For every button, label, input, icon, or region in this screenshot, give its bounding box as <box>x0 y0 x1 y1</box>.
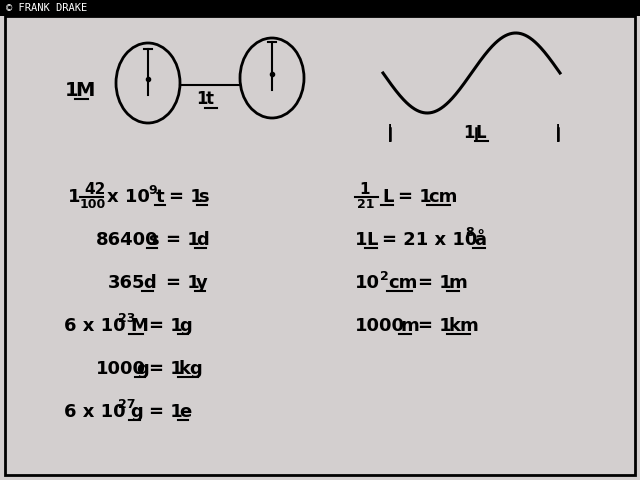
Text: 1: 1 <box>65 81 79 99</box>
Text: M: M <box>130 317 148 335</box>
Text: 21: 21 <box>357 199 374 212</box>
Text: m: m <box>448 274 467 292</box>
Text: 23: 23 <box>118 312 136 325</box>
Text: = 1: = 1 <box>169 188 203 206</box>
Text: 6 x 10: 6 x 10 <box>64 403 125 421</box>
Text: 27: 27 <box>118 398 136 411</box>
Text: 1: 1 <box>359 182 369 197</box>
Text: |: | <box>387 124 393 142</box>
Text: 1: 1 <box>196 90 207 108</box>
Text: L: L <box>366 231 378 249</box>
Text: s: s <box>198 188 209 206</box>
Text: |: | <box>555 124 561 142</box>
Text: s: s <box>148 231 159 249</box>
Text: = 1: = 1 <box>149 317 183 335</box>
Text: d: d <box>196 231 209 249</box>
Text: = 1: = 1 <box>166 274 200 292</box>
Text: © FRANK DRAKE: © FRANK DRAKE <box>6 3 87 13</box>
Text: t: t <box>156 188 164 206</box>
Text: m: m <box>400 317 419 335</box>
Text: 365: 365 <box>108 274 145 292</box>
Text: L: L <box>476 124 486 142</box>
Text: = 1: = 1 <box>398 188 432 206</box>
Text: = 1: = 1 <box>166 231 200 249</box>
Text: 6 x 10: 6 x 10 <box>64 317 125 335</box>
Text: cm: cm <box>428 188 458 206</box>
Text: 1: 1 <box>68 188 81 206</box>
Text: 9: 9 <box>148 183 157 196</box>
Text: y: y <box>196 274 208 292</box>
Text: g: g <box>136 360 148 378</box>
Text: d: d <box>143 274 156 292</box>
Text: 1000: 1000 <box>355 317 405 335</box>
Text: = 21 x 10: = 21 x 10 <box>382 231 477 249</box>
Text: g: g <box>130 403 143 421</box>
Text: 1: 1 <box>355 231 367 249</box>
Text: cm: cm <box>388 274 417 292</box>
Text: 42: 42 <box>84 182 106 197</box>
Text: 86400: 86400 <box>96 231 159 249</box>
Text: kg: kg <box>179 360 204 378</box>
Text: 100: 100 <box>80 199 106 212</box>
Text: 10: 10 <box>355 274 380 292</box>
Text: = 1: = 1 <box>149 360 183 378</box>
Text: M: M <box>75 81 94 99</box>
Text: 1: 1 <box>463 124 475 142</box>
Text: 2: 2 <box>380 269 388 283</box>
Text: g: g <box>179 317 192 335</box>
Text: t: t <box>206 90 214 108</box>
Text: 1000: 1000 <box>96 360 146 378</box>
Text: km: km <box>448 317 479 335</box>
Ellipse shape <box>116 43 180 123</box>
Text: = 1: = 1 <box>418 317 452 335</box>
Bar <box>0 0 640 16</box>
Text: 8: 8 <box>465 227 474 240</box>
Text: L: L <box>382 188 394 206</box>
Text: e: e <box>179 403 191 421</box>
Ellipse shape <box>240 38 304 118</box>
Text: = 1: = 1 <box>418 274 452 292</box>
Text: x 10: x 10 <box>107 188 150 206</box>
Text: å: å <box>474 231 486 249</box>
Text: = 1: = 1 <box>149 403 183 421</box>
